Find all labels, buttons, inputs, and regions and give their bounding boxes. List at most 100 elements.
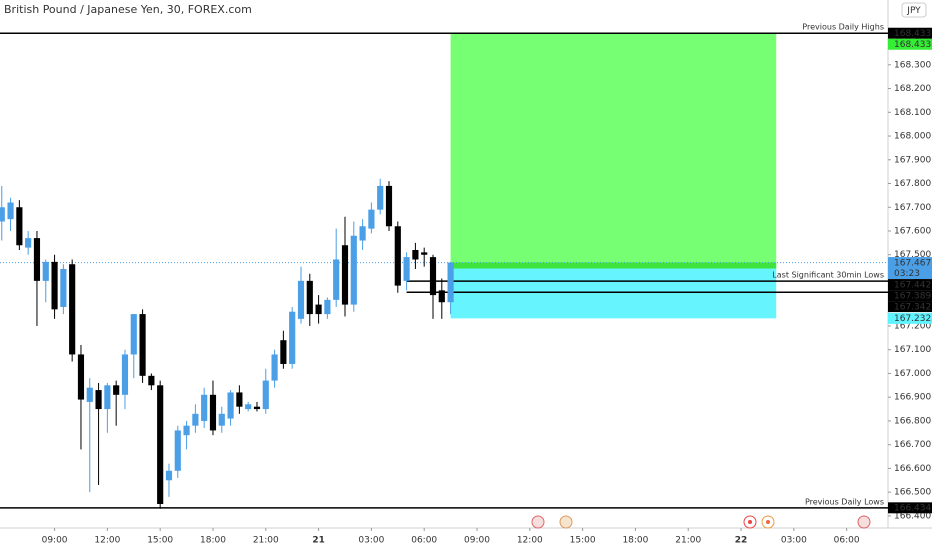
x-tick-label: 12:00	[517, 536, 543, 546]
y-tick-label: 168.100	[894, 108, 931, 118]
candle-body	[209, 394, 217, 431]
event-icon[interactable]	[857, 515, 871, 529]
y-tick-label: 168.300	[894, 60, 931, 70]
price-label-box	[888, 279, 932, 291]
candle-body	[130, 314, 137, 355]
event-icon-dot	[748, 520, 752, 524]
event-icons	[531, 515, 871, 529]
y-tick-label: 167.700	[894, 203, 931, 213]
x-tick-label: 03:00	[781, 536, 807, 546]
candle-body	[324, 299, 331, 315]
candle-body	[447, 262, 454, 303]
x-tick-label: 12:00	[94, 536, 120, 546]
candle-body	[403, 257, 410, 281]
y-tick-label: 166.700	[894, 440, 931, 450]
candle-body	[192, 413, 199, 426]
candle-body	[157, 385, 164, 505]
candle-body	[262, 380, 269, 410]
x-tick-label: 21:00	[675, 536, 701, 546]
candle-body	[148, 375, 155, 386]
candle-body	[183, 425, 190, 436]
candle-body	[42, 261, 49, 281]
price-label: 167.467	[894, 258, 931, 268]
candle-body	[77, 354, 85, 400]
price-label: 168.433	[894, 29, 931, 39]
y-tick-label: 167.100	[894, 345, 931, 355]
candle-body	[245, 404, 252, 410]
y-tick-label: 166.800	[894, 416, 931, 426]
x-tick-label: 18:00	[200, 536, 226, 546]
x-tick-label: 22	[735, 536, 748, 546]
candle-body	[218, 413, 225, 426]
price-label-box	[888, 38, 932, 50]
candle-body	[394, 226, 401, 286]
x-tick-label: 03:00	[358, 536, 384, 546]
price-label-box	[888, 290, 932, 302]
candle-body	[438, 290, 445, 303]
currency-button[interactable]	[901, 2, 927, 18]
event-icon[interactable]	[559, 515, 573, 529]
candle-body	[165, 470, 173, 481]
candle-body	[86, 387, 93, 402]
price-label-box	[888, 257, 932, 280]
candle-body	[0, 207, 5, 222]
candle-body	[113, 385, 120, 395]
currency-label[interactable]: JPY	[906, 6, 921, 16]
price-label-box	[888, 301, 932, 313]
candle-body	[421, 252, 428, 255]
price-label: 167.389	[894, 291, 931, 301]
price-label: 166.434	[894, 504, 931, 514]
candle-body	[253, 406, 261, 410]
candle-body	[280, 340, 287, 364]
line-label: Previous Daily Highs	[802, 23, 884, 32]
x-tick-label: 18:00	[622, 536, 648, 546]
candle-body	[297, 280, 305, 319]
candle-body	[33, 238, 41, 281]
candle-body	[121, 354, 129, 395]
event-icon[interactable]	[531, 515, 545, 529]
y-tick-label: 166.500	[894, 488, 931, 498]
y-tick-label: 167.000	[894, 369, 931, 379]
price-label: 167.442	[894, 280, 931, 290]
profit-zone	[450, 33, 777, 269]
loss-zone	[450, 268, 777, 319]
x-tick-label: 15:00	[570, 536, 596, 546]
y-tick-label: 167.900	[894, 155, 931, 165]
price-label: 167.232	[894, 314, 931, 324]
candle-body	[368, 209, 375, 229]
candle-body	[25, 238, 32, 248]
candle-body	[333, 259, 340, 300]
candle-body	[7, 202, 14, 220]
candle-body	[51, 261, 58, 310]
candle-body	[271, 354, 278, 381]
y-tick-label: 166.900	[894, 393, 931, 403]
candle-body	[359, 226, 366, 241]
x-tick-label: 21:00	[253, 536, 279, 546]
price-label-box	[888, 312, 932, 324]
candle-body	[350, 235, 357, 305]
price-label: 168.433	[894, 40, 931, 50]
x-tick-label: 06:00	[411, 536, 437, 546]
x-tick-label: 15:00	[147, 536, 173, 546]
price-label: 167.342	[894, 302, 931, 312]
y-tick-label: 167.500	[894, 250, 931, 260]
y-tick-label: 168.200	[894, 84, 931, 94]
price-label-box	[888, 502, 932, 514]
y-tick-label: 166.600	[894, 464, 931, 474]
x-tick-label: 06:00	[834, 536, 860, 546]
line-label: Last Significant 30min Lows	[772, 271, 884, 280]
y-tick-label: 167.200	[894, 321, 931, 331]
candle-body	[16, 207, 23, 246]
candle-body	[201, 394, 208, 421]
x-tick-label: 21	[312, 536, 325, 546]
candle-body	[60, 268, 67, 307]
candle-body	[412, 249, 419, 260]
candle-body	[236, 392, 243, 407]
countdown: 03:23	[894, 269, 920, 279]
y-tick-label: 167.800	[894, 179, 931, 189]
x-tick-label: 09:00	[42, 536, 68, 546]
candle-body	[289, 311, 296, 364]
y-tick-label: 167.600	[894, 227, 931, 237]
candle-body	[306, 280, 313, 315]
candle-body	[139, 314, 146, 376]
